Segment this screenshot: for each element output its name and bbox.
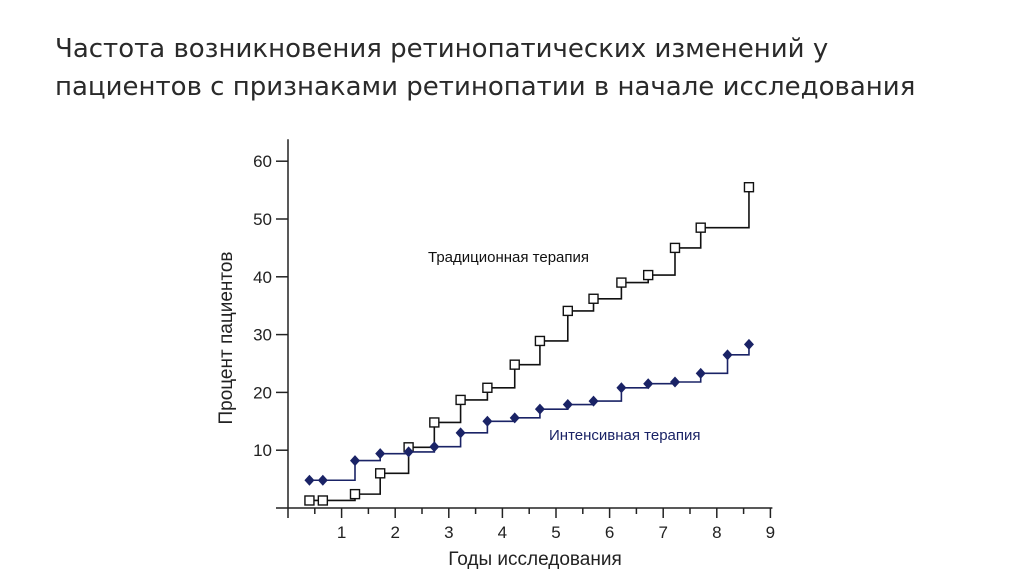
- data-point-traditional: [695, 222, 706, 233]
- data-point-traditional: [429, 417, 440, 428]
- axes: [276, 139, 773, 518]
- x-tick-label: 7: [658, 523, 667, 542]
- data-point-intensive: [562, 399, 573, 411]
- data-point-intensive: [616, 382, 627, 394]
- data-point-traditional: [562, 305, 573, 317]
- x-ticks: 1 2 3 4 5 6 7 8 9: [314, 508, 775, 542]
- y-tick-label: 50: [253, 210, 272, 229]
- series-group: [304, 182, 755, 506]
- x-tick-label: 5: [551, 523, 560, 542]
- data-point-traditional: [588, 293, 599, 304]
- title-line-2: пациентов с признаками ретинопатии в нач…: [55, 72, 916, 102]
- y-ticks: 10 20 30 40 50 60: [253, 152, 288, 460]
- data-point-intensive: [375, 448, 386, 460]
- data-point-traditional: [534, 335, 546, 347]
- data-point-intensive: [722, 349, 733, 361]
- data-point-intensive: [350, 455, 360, 467]
- data-point-intensive: [669, 376, 680, 388]
- y-axis-title: Процент пациентов: [216, 251, 237, 424]
- data-point-intensive: [534, 403, 545, 415]
- series-label-intensive: Интенсивная терапия: [549, 427, 701, 444]
- title-line-1: Частота возникновения ретинопатических и…: [55, 34, 829, 64]
- data-point-intensive: [482, 415, 493, 427]
- x-axis-title: Годы исследования: [448, 549, 622, 570]
- data-point-traditional: [317, 495, 329, 506]
- slide-title: Частота возникновения ретинопатических и…: [55, 30, 975, 106]
- y-tick-label: 10: [253, 441, 272, 460]
- data-point-intensive: [455, 427, 466, 439]
- data-point-traditional: [669, 242, 681, 254]
- x-tick-label: 8: [712, 523, 721, 542]
- x-tick-label: 9: [766, 523, 775, 542]
- data-point-traditional: [616, 277, 627, 288]
- y-tick-label: 40: [253, 268, 272, 287]
- data-point-intensive: [743, 338, 754, 350]
- series-label-traditional: Традиционная терапия: [428, 249, 589, 266]
- data-point-intensive: [509, 412, 520, 424]
- data-point-traditional: [304, 495, 315, 506]
- y-tick-label: 30: [253, 326, 272, 345]
- data-point-traditional: [509, 359, 520, 370]
- x-tick-label: 2: [390, 523, 399, 542]
- y-tick-label: 60: [253, 152, 272, 171]
- data-point-intensive: [317, 474, 328, 486]
- x-tick-label: 4: [498, 523, 507, 542]
- x-tick-label: 1: [337, 523, 346, 542]
- data-point-intensive: [429, 441, 440, 453]
- data-point-intensive: [643, 378, 654, 390]
- y-tick-label: 20: [253, 383, 272, 402]
- x-tick-label: 3: [444, 523, 453, 542]
- x-tick-label: 6: [605, 523, 614, 542]
- data-point-traditional: [455, 394, 466, 406]
- data-point-intensive: [403, 446, 414, 458]
- data-point-traditional: [642, 269, 654, 281]
- data-point-traditional: [374, 468, 386, 479]
- data-point-traditional: [482, 382, 493, 393]
- data-point-traditional: [349, 488, 361, 500]
- data-point-intensive: [588, 395, 599, 407]
- data-point-intensive: [695, 367, 706, 379]
- data-point-intensive: [304, 474, 315, 486]
- data-point-traditional: [743, 182, 755, 193]
